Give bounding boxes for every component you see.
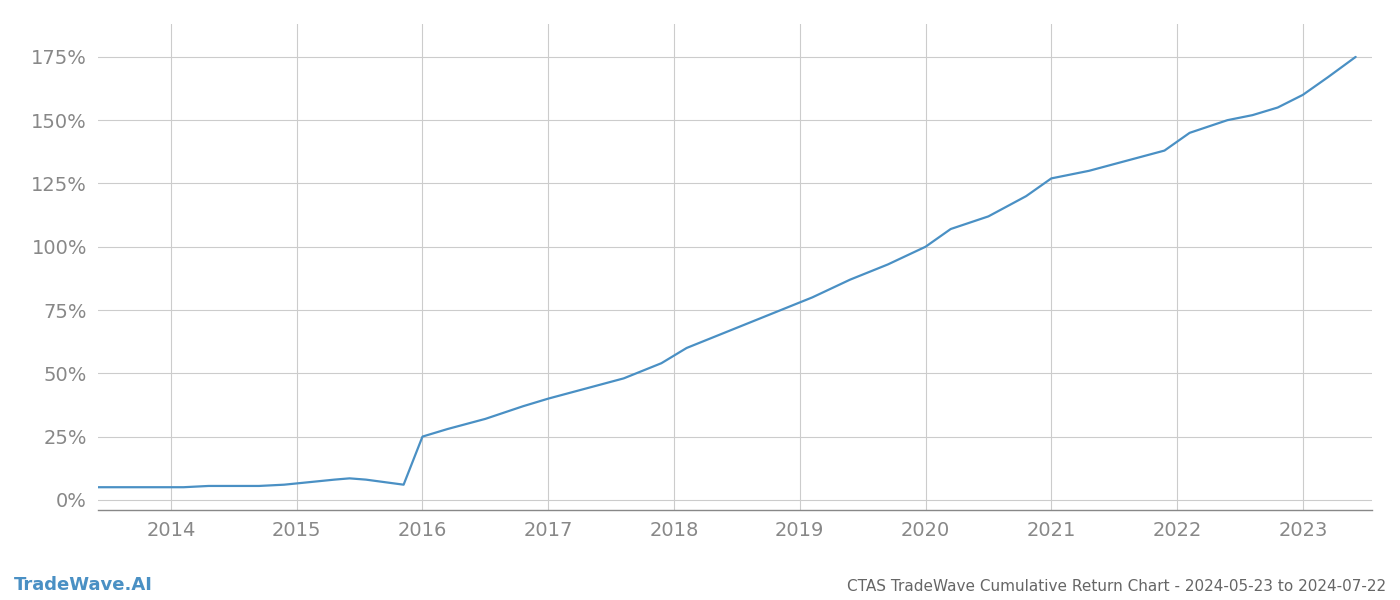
- Text: TradeWave.AI: TradeWave.AI: [14, 576, 153, 594]
- Text: CTAS TradeWave Cumulative Return Chart - 2024-05-23 to 2024-07-22: CTAS TradeWave Cumulative Return Chart -…: [847, 579, 1386, 594]
